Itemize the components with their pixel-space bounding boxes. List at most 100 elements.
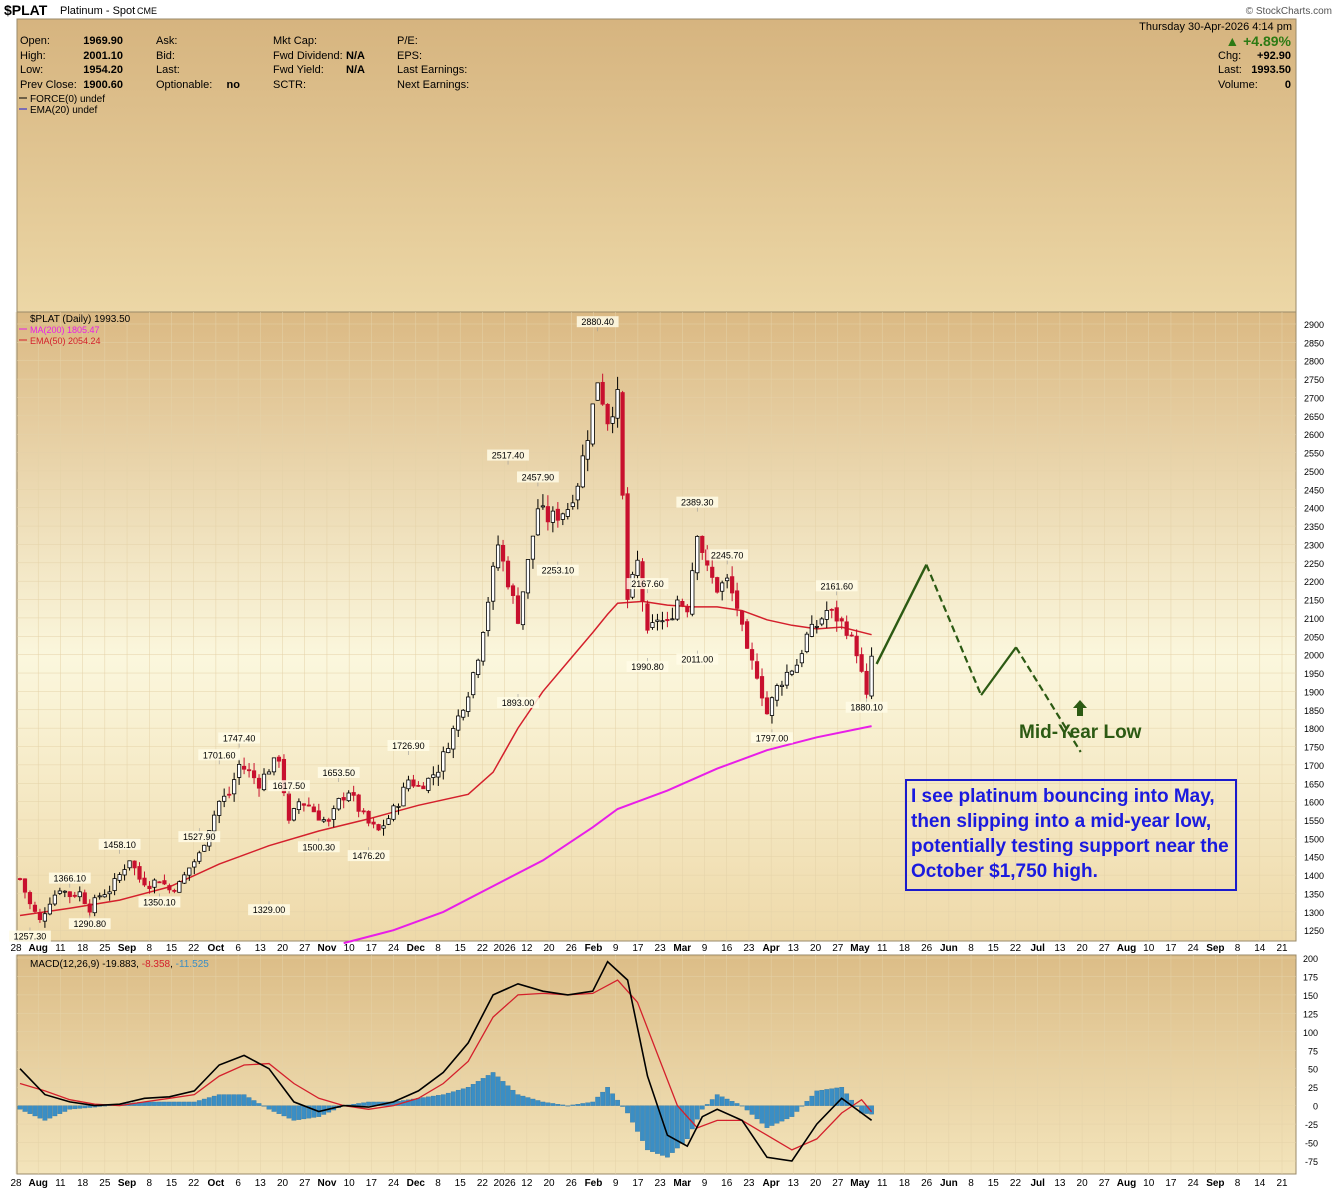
price-label-bg bbox=[487, 449, 529, 461]
candle-body bbox=[251, 770, 257, 779]
price-label-bg bbox=[9, 930, 51, 942]
time-tick-label: Aug bbox=[1117, 943, 1136, 954]
macd-histogram-bar bbox=[177, 1101, 182, 1106]
candle-body bbox=[530, 535, 536, 560]
time-tick-label: Sep bbox=[1206, 943, 1224, 954]
candle-body bbox=[680, 601, 685, 606]
price-tick-label: 2600 bbox=[1304, 430, 1324, 440]
stockcharts-credit: © StockCharts.com bbox=[1245, 6, 1332, 17]
price-tick-label: 2500 bbox=[1304, 467, 1324, 477]
macd-histogram-bar bbox=[226, 1094, 232, 1106]
price-tick-label: 2200 bbox=[1304, 577, 1324, 587]
candle-body bbox=[42, 913, 48, 922]
candle-body bbox=[276, 756, 282, 762]
macd-histogram-bar bbox=[361, 1102, 366, 1106]
candle-body bbox=[271, 757, 277, 773]
time-tick-label: 8 bbox=[146, 1178, 152, 1189]
price-label: 1290.80 bbox=[73, 919, 106, 929]
time-tick-label: 25 bbox=[99, 943, 111, 954]
macd-histogram-bar bbox=[406, 1099, 411, 1106]
time-tick-label: 22 bbox=[477, 1178, 489, 1189]
macd-histogram-bar bbox=[261, 1105, 267, 1107]
macd-tick-label: 75 bbox=[1308, 1046, 1318, 1056]
time-tick-label: 9 bbox=[613, 943, 619, 954]
candle-body bbox=[794, 664, 799, 673]
time-tick-label: 26 bbox=[566, 1178, 578, 1189]
macd-histogram-bar bbox=[515, 1094, 521, 1106]
candle-body bbox=[266, 771, 272, 775]
time-tick-label: Aug bbox=[28, 943, 47, 954]
macd-histogram-bar bbox=[694, 1105, 700, 1120]
candle-body bbox=[246, 769, 252, 772]
callout-line: October $1,750 high. bbox=[911, 861, 1098, 882]
time-tick-label: 11 bbox=[55, 943, 66, 954]
time-tick-label: 22 bbox=[1010, 1178, 1022, 1189]
macd-histogram-bar bbox=[749, 1105, 755, 1115]
macd-histogram-bar bbox=[276, 1105, 282, 1114]
time-tick-label: 22 bbox=[477, 943, 489, 954]
macd-histogram-bar bbox=[764, 1105, 770, 1128]
macd-histogram-bar bbox=[147, 1101, 152, 1106]
candle-body bbox=[466, 696, 471, 712]
price-label-bg bbox=[576, 316, 619, 328]
macd-histogram-bar bbox=[670, 1105, 675, 1153]
time-tick-label: 6 bbox=[235, 1178, 241, 1189]
macd-legend-part: -8.358 bbox=[142, 959, 171, 970]
time-tick-label: Dec bbox=[407, 943, 426, 954]
time-tick-label: 13 bbox=[255, 1178, 267, 1189]
field-label: Low: bbox=[20, 64, 43, 76]
candle-body bbox=[610, 416, 615, 424]
candle-body bbox=[286, 793, 292, 821]
candle-body bbox=[87, 903, 92, 913]
macd-histogram-bar bbox=[152, 1101, 157, 1106]
price-tick-label: 1450 bbox=[1304, 853, 1324, 863]
price-label-bg bbox=[387, 740, 430, 752]
macd-histogram-bar bbox=[485, 1075, 491, 1106]
macd-histogram-bar bbox=[580, 1103, 586, 1106]
price-tick-label: 1300 bbox=[1304, 908, 1324, 918]
price-label: 1329.00 bbox=[253, 905, 286, 915]
candle-body bbox=[366, 810, 371, 824]
candle-body bbox=[665, 618, 670, 622]
time-tick-label: 9 bbox=[702, 1178, 708, 1189]
macd-histogram-bar bbox=[296, 1105, 302, 1120]
candle-body bbox=[859, 654, 864, 672]
projection-line-final bbox=[1015, 646, 1082, 753]
time-tick-label: 28 bbox=[10, 943, 22, 954]
macd-histogram-bar bbox=[530, 1098, 536, 1106]
price-label: 1747.40 bbox=[223, 733, 256, 743]
candle-body bbox=[416, 784, 421, 787]
time-tick-label: 18 bbox=[77, 943, 89, 954]
price-label-bg bbox=[626, 661, 669, 673]
candle-body bbox=[296, 801, 301, 811]
price-tick-label: 1900 bbox=[1304, 687, 1324, 697]
price-label: 1726.90 bbox=[392, 741, 425, 751]
time-tick-label: Mar bbox=[673, 1178, 691, 1189]
macd-histogram-bar bbox=[236, 1094, 242, 1106]
price-tick-label: 2150 bbox=[1304, 596, 1324, 606]
macd-histogram-bar bbox=[709, 1099, 715, 1106]
candle-body bbox=[112, 878, 117, 891]
candle-body bbox=[142, 877, 147, 886]
price-label: 1701.60 bbox=[203, 750, 236, 760]
macd-histogram-bar bbox=[77, 1105, 83, 1109]
time-tick-label: 23 bbox=[743, 943, 755, 954]
macd-histogram-bar bbox=[819, 1089, 825, 1106]
candle-body bbox=[471, 672, 476, 696]
macd-histogram-bar bbox=[411, 1098, 416, 1106]
time-tick-label: 11 bbox=[877, 1178, 888, 1189]
macd-histogram-bar bbox=[87, 1105, 93, 1108]
time-tick-label: 17 bbox=[1165, 943, 1177, 954]
macd-histogram-bar bbox=[311, 1105, 317, 1118]
candle-body bbox=[67, 891, 72, 898]
macd-histogram-bar bbox=[640, 1105, 645, 1141]
candle-body bbox=[740, 610, 745, 625]
candle-body bbox=[256, 777, 262, 789]
price-label-bg bbox=[536, 564, 579, 576]
candle-body bbox=[177, 881, 182, 893]
time-tick-label: Aug bbox=[28, 1178, 47, 1189]
time-tick-label: 9 bbox=[702, 943, 708, 954]
macd-histogram-bar bbox=[162, 1101, 167, 1106]
candle-body bbox=[799, 653, 804, 664]
macd-histogram-bar bbox=[57, 1105, 63, 1114]
